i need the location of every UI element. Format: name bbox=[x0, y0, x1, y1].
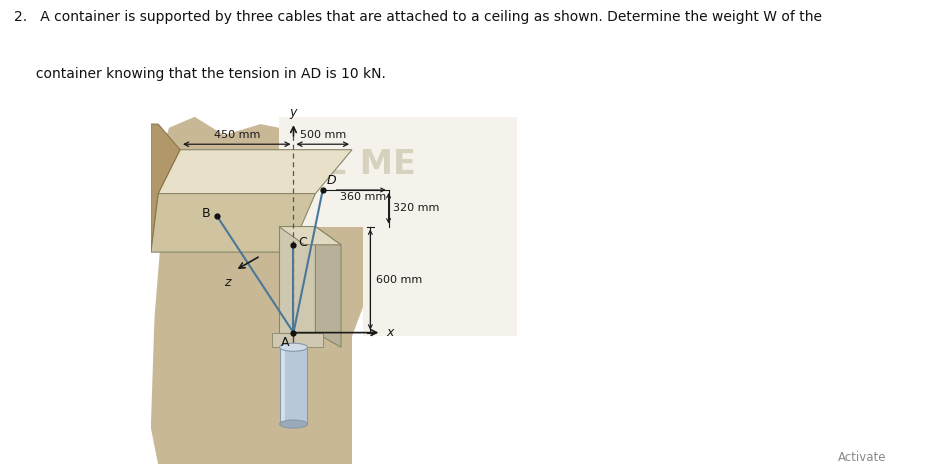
Text: D: D bbox=[326, 174, 336, 187]
Polygon shape bbox=[279, 227, 341, 245]
Polygon shape bbox=[272, 333, 323, 347]
Text: 450 mm: 450 mm bbox=[213, 130, 260, 140]
Polygon shape bbox=[279, 117, 516, 336]
Bar bbox=[280, 347, 308, 424]
Bar bbox=[281, 349, 285, 422]
Polygon shape bbox=[279, 227, 315, 333]
Text: 320 mm: 320 mm bbox=[393, 203, 439, 213]
Text: C: C bbox=[298, 236, 307, 250]
Polygon shape bbox=[264, 333, 323, 464]
Text: 2.   A container is supported by three cables that are attached to a ceiling as : 2. A container is supported by three cab… bbox=[14, 10, 822, 24]
Polygon shape bbox=[315, 227, 341, 347]
Text: Activate: Activate bbox=[838, 451, 886, 464]
Text: B: B bbox=[201, 207, 210, 220]
Text: x: x bbox=[387, 326, 394, 339]
Polygon shape bbox=[159, 150, 352, 194]
Text: z: z bbox=[224, 276, 231, 289]
Text: 360 mm: 360 mm bbox=[340, 192, 387, 202]
Polygon shape bbox=[151, 117, 388, 464]
Text: A: A bbox=[281, 335, 289, 348]
Text: y: y bbox=[290, 106, 298, 119]
Ellipse shape bbox=[280, 420, 308, 428]
Ellipse shape bbox=[280, 343, 308, 351]
Polygon shape bbox=[151, 124, 180, 252]
Text: 600 mm: 600 mm bbox=[375, 274, 422, 285]
Text: 2 ME: 2 ME bbox=[324, 148, 415, 181]
Text: container knowing that the tension in AD is 10 kN.: container knowing that the tension in AD… bbox=[14, 67, 386, 81]
Polygon shape bbox=[151, 194, 315, 252]
Text: 500 mm: 500 mm bbox=[299, 130, 346, 140]
